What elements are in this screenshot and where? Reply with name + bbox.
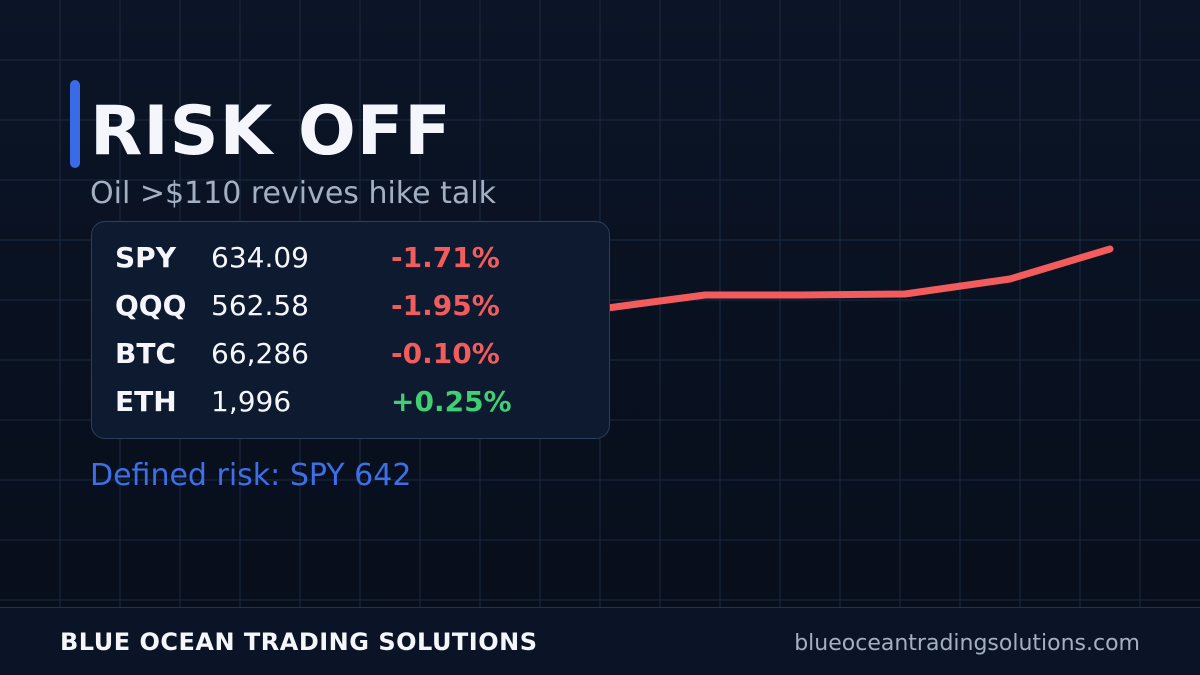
ticker: SPY bbox=[115, 241, 176, 274]
change: -0.10% bbox=[391, 337, 500, 370]
quote-table: SPY 634.09 -1.71% QQQ 562.58 -1.95% BTC 66,286 -… bbox=[91, 221, 610, 439]
price: 634.09 bbox=[211, 241, 309, 274]
ticker: BTC bbox=[115, 337, 176, 370]
trend-line bbox=[596, 245, 1114, 313]
change: -1.71% bbox=[391, 241, 500, 274]
accent-bar bbox=[70, 80, 80, 168]
change: -1.95% bbox=[391, 289, 500, 322]
title: RISK OFF bbox=[90, 92, 452, 171]
ticker: QQQ bbox=[115, 289, 187, 322]
price: 66,286 bbox=[211, 337, 309, 370]
change: +0.25% bbox=[391, 385, 512, 418]
price: 562.58 bbox=[211, 289, 309, 322]
footer: BLUE OCEAN TRADING SOLUTIONS blueoceantr… bbox=[0, 607, 1200, 675]
brand: BLUE OCEAN TRADING SOLUTIONS bbox=[60, 628, 538, 656]
note: Defined risk: SPY 642 bbox=[90, 458, 412, 493]
price: 1,996 bbox=[211, 385, 292, 418]
subtitle: Oil >$110 revives hike talk bbox=[90, 176, 496, 211]
url: blueoceantradingsolutions.com bbox=[794, 631, 1140, 656]
ticker: ETH bbox=[115, 385, 177, 418]
